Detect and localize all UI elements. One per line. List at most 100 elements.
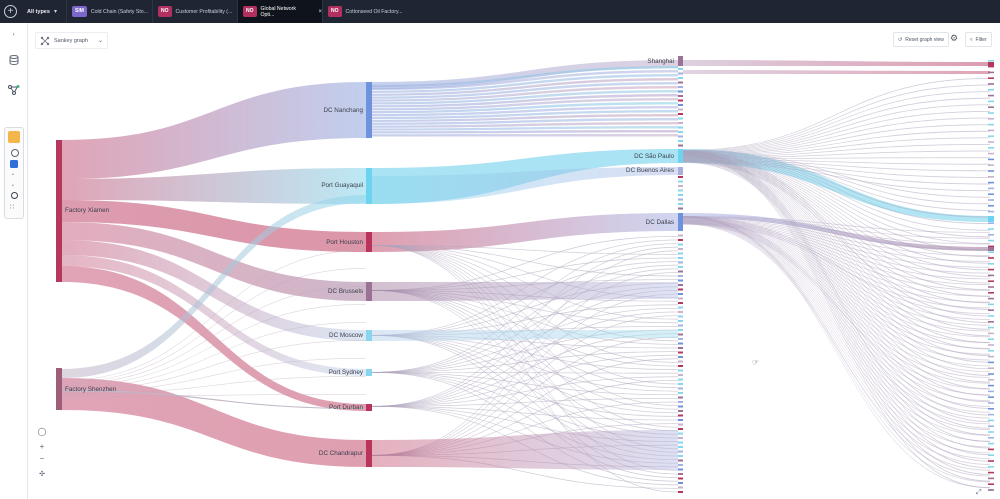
expand-icon[interactable]: › (12, 32, 15, 38)
node-end-small[interactable] (988, 390, 994, 393)
node-destination-small[interactable] (678, 284, 683, 286)
link-fan[interactable] (372, 246, 678, 407)
link-thin[interactable] (62, 304, 366, 387)
link-fan-out[interactable] (683, 219, 990, 349)
node-destination-small[interactable] (678, 455, 683, 457)
link-fan[interactable] (372, 315, 678, 456)
node-destination-small[interactable] (678, 329, 683, 331)
node-destination-small[interactable] (678, 369, 683, 372)
link-moscow[interactable] (372, 330, 678, 341)
link-fan[interactable] (372, 335, 678, 457)
link-fan[interactable] (372, 351, 678, 373)
link-fan[interactable] (372, 257, 678, 291)
link-fan-out[interactable] (683, 223, 990, 465)
node-end-small[interactable] (988, 158, 994, 161)
link-fan-out[interactable] (683, 217, 990, 332)
link-fan[interactable] (372, 380, 678, 456)
link-shenzhen-durban[interactable] (62, 390, 366, 409)
fit-view-icon[interactable]: ◯ (37, 427, 47, 436)
node-factory-shenzhen[interactable] (56, 368, 62, 410)
link-nanchang-dest[interactable] (372, 114, 678, 122)
link-fan-out[interactable] (683, 104, 990, 154)
link-fan-out[interactable] (683, 216, 990, 396)
link-fan-out[interactable] (683, 158, 990, 396)
link-fan[interactable] (372, 290, 678, 453)
close-icon[interactable]: × (318, 8, 322, 15)
tab-customer-profitability[interactable]: NO Customer Profitability (... (152, 0, 237, 23)
node-end-small[interactable] (988, 338, 994, 340)
node-tool-icon[interactable] (10, 192, 18, 199)
node-destination-small[interactable] (678, 176, 683, 178)
link-fan[interactable] (372, 245, 678, 385)
link-nanchang-dest[interactable] (372, 74, 678, 93)
link-fan-out[interactable] (683, 155, 990, 251)
node-end-small[interactable] (988, 71, 994, 74)
link-fan-out[interactable] (683, 217, 990, 251)
node-end-small[interactable] (988, 135, 994, 137)
tab-global-network[interactable]: NO Global Network Opti... × (237, 0, 322, 23)
node-end-small[interactable] (988, 326, 994, 329)
link-thin[interactable] (62, 358, 366, 393)
node-end-small[interactable] (988, 199, 994, 201)
node-destination-small[interactable] (678, 72, 683, 75)
node-destination-small[interactable] (678, 180, 683, 183)
link-nanchang-dest[interactable] (372, 66, 678, 88)
link-nanchang-dest[interactable] (372, 86, 678, 102)
link-thin[interactable] (62, 394, 366, 397)
link-brussels[interactable] (372, 282, 678, 301)
node-end-small[interactable] (988, 437, 994, 439)
link-fan[interactable] (372, 264, 678, 373)
node-destination-small[interactable] (678, 239, 683, 241)
play-icon[interactable] (9, 160, 18, 168)
link-fan-out[interactable] (683, 154, 990, 357)
node-end-small[interactable] (988, 100, 994, 103)
node-destination-small[interactable] (678, 324, 683, 327)
link-shenzhen-guayaquil[interactable] (62, 195, 366, 378)
link-fan-out[interactable] (683, 154, 990, 238)
node-destination-small[interactable] (678, 410, 683, 412)
link-xiamen-durban[interactable] (62, 266, 366, 411)
link-fan[interactable] (372, 245, 678, 255)
node-end-small[interactable] (988, 355, 994, 358)
node-destination-small[interactable] (678, 95, 683, 97)
node-destination-small[interactable] (678, 383, 683, 385)
link-fan-out[interactable] (683, 161, 990, 185)
node-end-small[interactable] (988, 460, 994, 462)
node-port-houston[interactable] (366, 232, 372, 252)
node-end-small[interactable] (988, 228, 994, 230)
node-destination-small[interactable] (678, 446, 683, 448)
node-destination-small[interactable] (678, 117, 683, 120)
node-destination-small[interactable] (678, 203, 683, 205)
link-fan[interactable] (372, 372, 678, 460)
link-fan[interactable] (372, 336, 678, 456)
link-fan[interactable] (372, 335, 678, 478)
link-nanchang-dest[interactable] (372, 122, 678, 128)
node-destination-small[interactable] (678, 387, 683, 390)
reset-graph-button[interactable]: ↺ Reset graph view (893, 32, 949, 47)
link-fan[interactable] (372, 329, 678, 373)
node-end-small[interactable] (988, 413, 994, 416)
link-fan[interactable] (372, 406, 678, 464)
node-destination-small[interactable] (678, 311, 683, 313)
node-end-small[interactable] (988, 60, 994, 62)
link-fan-out[interactable] (683, 222, 990, 297)
link-fan-out[interactable] (683, 220, 990, 442)
link-out[interactable] (683, 70, 990, 74)
link-fan-out[interactable] (683, 150, 990, 324)
node-end-small[interactable] (988, 431, 994, 433)
link-fan[interactable] (372, 372, 678, 417)
node-destination-small[interactable] (678, 261, 683, 264)
link-fan-out[interactable] (683, 157, 990, 264)
node-dc-chandrapur[interactable] (366, 440, 372, 467)
node-end-small[interactable] (988, 442, 994, 445)
link-fan-out[interactable] (683, 222, 990, 373)
link-fan[interactable] (372, 455, 678, 489)
link-fan[interactable] (372, 245, 678, 493)
link-xiamen-houston[interactable] (62, 200, 366, 252)
link-fan-out[interactable] (683, 152, 990, 225)
node-destination-small[interactable] (678, 482, 683, 484)
node-end-small[interactable] (988, 83, 994, 85)
node-destination-small[interactable] (678, 77, 683, 79)
node-destination-small[interactable] (678, 405, 683, 408)
node-destination-small[interactable] (678, 252, 683, 255)
